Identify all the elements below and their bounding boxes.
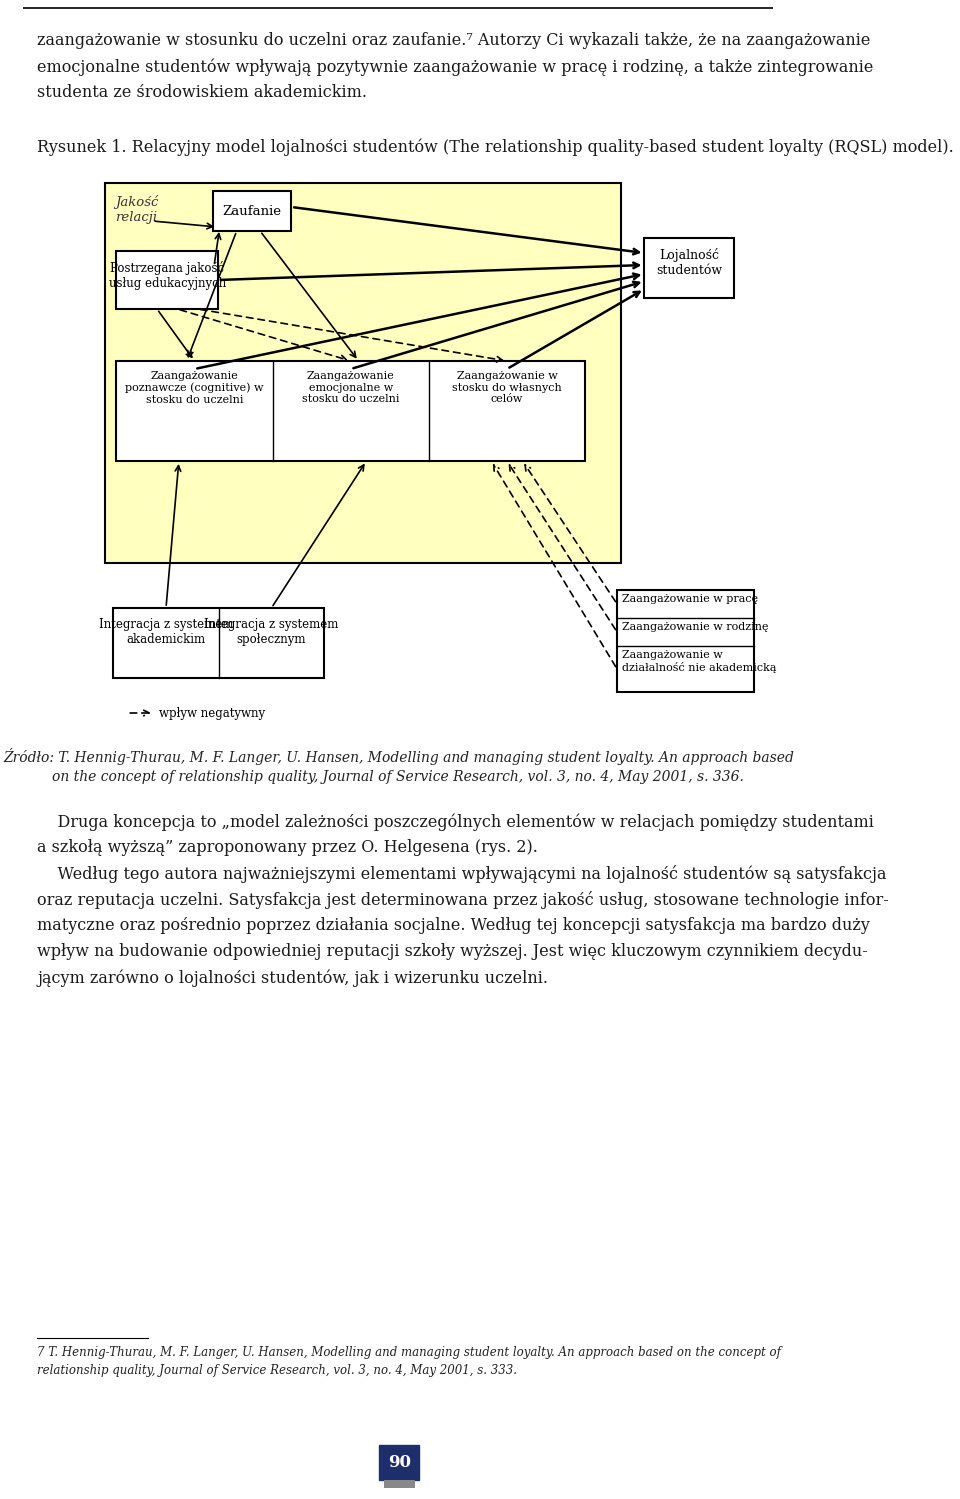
Text: Zaangażowanie w rodzinę: Zaangażowanie w rodzinę (622, 622, 768, 633)
Text: Źródło: T. Hennig-Thurau, M. F. Langer, U. Hansen, Modelling and managing studen: Źródło: T. Hennig-Thurau, M. F. Langer, … (3, 748, 794, 764)
Text: Zaufanie: Zaufanie (223, 204, 282, 217)
Text: emocjonalne studentów wpływają pozytywnie zaangażowanie w pracę i rodzinę, a tak: emocjonalne studentów wpływają pozytywni… (37, 58, 874, 75)
Text: Zaangażowanie
emocjonalne w
stosku do uczelni: Zaangażowanie emocjonalne w stosku do uc… (302, 370, 399, 405)
Text: Jakość
relacji: Jakość relacji (115, 195, 158, 223)
Bar (213, 190, 291, 231)
Text: Postrzegana jakość
usług edukacyjnych: Postrzegana jakość usług edukacyjnych (108, 261, 226, 289)
Text: Zaangażowanie w pracę: Zaangażowanie w pracę (622, 594, 757, 604)
Text: zaangażowanie w stosunku do uczelni oraz zaufanie.⁷ Autorzy Ci wykazali także, ż: zaangażowanie w stosunku do uczelni oraz… (37, 31, 871, 49)
Text: oraz reputacja uczelni. Satysfakcja jest determinowana przez jakość usług, stoso: oraz reputacja uczelni. Satysfakcja jest… (37, 890, 889, 908)
Text: 90: 90 (388, 1454, 411, 1471)
Text: Integracja z systemem
społecznym: Integracja z systemem społecznym (204, 618, 339, 646)
Bar (116, 250, 218, 309)
Text: Zaangażowanie
poznawcze (cognitive) w
stosku do uczelni: Zaangażowanie poznawcze (cognitive) w st… (125, 370, 264, 405)
Bar (116, 361, 585, 462)
Text: Zaangażowanie w
działalność nie akademicką: Zaangażowanie w działalność nie akademic… (622, 651, 777, 673)
Bar (384, 1480, 415, 1489)
Bar (644, 238, 734, 298)
Text: Zaangażowanie w
stosku do własnych
celów: Zaangażowanie w stosku do własnych celów (452, 370, 562, 405)
Text: wpływ negatywny: wpływ negatywny (158, 706, 265, 720)
Bar (106, 183, 621, 564)
Text: Rysunek 1. Relacyjny model lojalności studentów (The relationship quality-based : Rysunek 1. Relacyjny model lojalności st… (37, 138, 954, 156)
Text: on the concept of relationship quality, Journal of Service Research, vol. 3, no.: on the concept of relationship quality, … (53, 770, 744, 784)
Text: a szkołą wyższą” zaproponowany przez O. Helgesena (rys. 2).: a szkołą wyższą” zaproponowany przez O. … (37, 839, 539, 856)
Text: relationship quality, Journal of Service Research, vol. 3, no. 4, May 2001, s. 3: relationship quality, Journal of Service… (37, 1364, 517, 1378)
Text: matyczne oraz pośrednio poprzez działania socjalne. Według tej koncepcji satysfa: matyczne oraz pośrednio poprzez działani… (37, 917, 871, 934)
Text: jącym zarówno o lojalności studentów, jak i wizerunku uczelni.: jącym zarówno o lojalności studentów, ja… (37, 968, 548, 986)
Text: Druga koncepcja to „model zależności poszczególnych elementów w relacjach pomięd: Druga koncepcja to „model zależności pos… (37, 812, 875, 830)
Text: wpływ na budowanie odpowiedniej reputacji szkoły wyższej. Jest więc kluczowym cz: wpływ na budowanie odpowiedniej reputacj… (37, 943, 868, 959)
Bar (617, 591, 754, 693)
Text: studenta ze środowiskiem akademickim.: studenta ze środowiskiem akademickim. (37, 84, 368, 100)
Bar (113, 609, 324, 678)
Text: Lojalność
studentów: Lojalność studentów (657, 247, 722, 277)
Text: 7 T. Hennig-Thurau, M. F. Langer, U. Hansen, Modelling and managing student loya: 7 T. Hennig-Thurau, M. F. Langer, U. Han… (37, 1346, 781, 1360)
Text: Integracja z systemem
akademickim: Integracja z systemem akademickim (99, 618, 233, 646)
Bar (379, 1445, 420, 1480)
Text: Według tego autora najważniejszymi elementami wpływającymi na lojalność studentó: Według tego autora najważniejszymi eleme… (37, 865, 887, 883)
